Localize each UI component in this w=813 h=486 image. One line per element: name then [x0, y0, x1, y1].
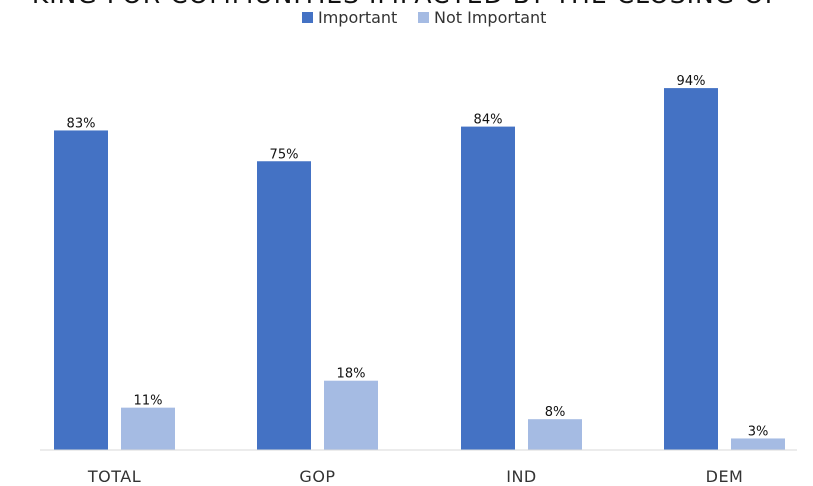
data-label-not-important-total: 11% [134, 394, 163, 409]
legend-label-important: Important [318, 8, 397, 27]
category-labels: TOTAL GOP IND DEM [87, 467, 744, 486]
bar-important-dem [664, 88, 718, 450]
data-label-not-important-gop: 18% [337, 367, 366, 382]
bar-not-important-total [121, 408, 175, 450]
bar-important-total [54, 130, 108, 450]
plot-area: 83% 11% 75% 18% 84% 8% 94% 3% [54, 74, 785, 450]
legend-swatch-not-important [418, 12, 429, 23]
data-label-important-total: 83% [67, 116, 96, 131]
data-label-not-important-dem: 3% [748, 424, 769, 439]
data-label-important-gop: 75% [270, 147, 299, 162]
chart-title: KING FOR COMMUNITIES IMPACTED BY THE CLO… [32, 0, 780, 9]
legend-swatch-important [302, 12, 313, 23]
legend-label-not-important: Not Important [434, 8, 546, 27]
bar-not-important-dem [731, 438, 785, 450]
data-label-not-important-ind: 8% [545, 405, 566, 420]
data-label-important-dem: 94% [677, 74, 706, 89]
bar-important-gop [257, 161, 311, 450]
category-label-dem: DEM [706, 467, 744, 486]
legend: Important Not Important [302, 8, 546, 27]
bar-important-ind [461, 127, 515, 450]
category-label-gop: GOP [299, 467, 335, 486]
data-label-important-ind: 84% [474, 113, 503, 128]
bar-not-important-gop [324, 381, 378, 450]
bar-not-important-ind [528, 419, 582, 450]
category-label-total: TOTAL [87, 467, 141, 486]
category-label-ind: IND [506, 467, 537, 486]
